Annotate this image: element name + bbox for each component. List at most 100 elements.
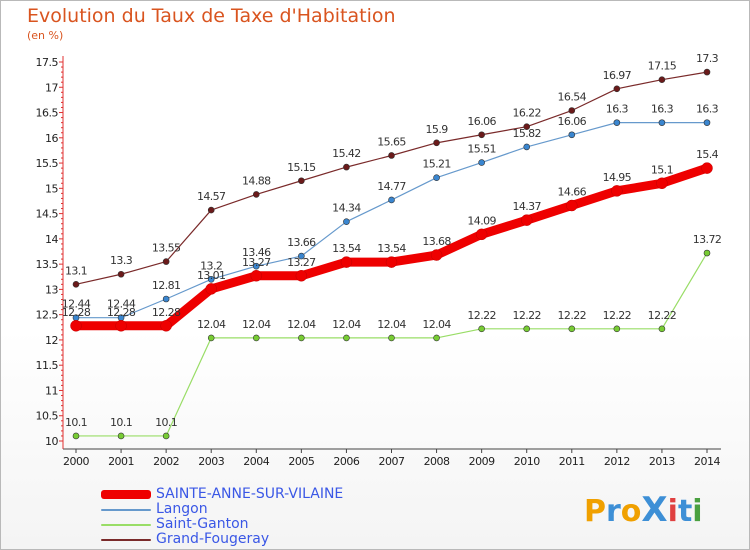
x-tick-label: 2011: [559, 455, 585, 468]
x-tick-label: 2014: [694, 455, 720, 468]
data-label: 12.22: [603, 309, 632, 322]
data-label: 16.3: [651, 103, 674, 116]
data-label: 13.72: [693, 233, 722, 246]
series-layer: [70, 68, 713, 440]
data-label: 16.3: [696, 103, 719, 116]
x-tick-label: 2009: [469, 455, 495, 468]
y-tick-label: 17: [45, 81, 58, 94]
data-label: 15.15: [287, 161, 316, 174]
logo-letter: i: [667, 494, 678, 529]
data-label: 12.04: [287, 318, 316, 331]
y-tick-label: 13: [45, 283, 58, 296]
data-point: [701, 162, 713, 174]
data-point: [523, 123, 531, 130]
y-tick-label: 10.5: [36, 410, 59, 423]
data-label: 16.54: [558, 91, 587, 104]
data-point: [298, 177, 305, 185]
data-label: 16.22: [512, 107, 541, 120]
data-point: [658, 325, 666, 333]
y-tick-label: 16.5: [36, 107, 59, 120]
data-point: [252, 334, 260, 342]
x-tick-label: 2010: [514, 455, 540, 468]
data-point: [115, 320, 127, 332]
y-tick-label: 12: [45, 334, 58, 347]
data-point: [162, 295, 170, 303]
data-label: 12.22: [467, 309, 496, 322]
data-point: [433, 174, 440, 182]
data-label: 14.09: [467, 214, 496, 227]
data-label: 16.97: [603, 69, 632, 82]
data-point: [703, 68, 711, 76]
data-point: [388, 196, 395, 204]
data-point: [340, 256, 353, 268]
x-tick-label: 2004: [243, 455, 269, 468]
data-label: 13.3: [110, 254, 133, 267]
logo-letter: o: [620, 494, 642, 529]
data-label: 14.77: [377, 180, 406, 193]
data-point: [613, 85, 621, 93]
data-label: 12.28: [152, 306, 181, 319]
data-point: [478, 159, 485, 166]
data-point: [475, 228, 488, 241]
data-point: [433, 334, 440, 342]
logo-letter: i: [692, 494, 703, 529]
data-label: 16.06: [467, 115, 496, 128]
data-label: 14.66: [558, 186, 587, 199]
data-label: 10.1: [110, 416, 132, 429]
data-label: 12.22: [648, 309, 677, 322]
data-label: 13.2: [200, 259, 222, 272]
data-point: [656, 177, 668, 190]
chart-subtitle: (en %): [27, 29, 64, 42]
logo-letter: X: [641, 490, 668, 530]
data-label: 14.88: [242, 174, 271, 187]
logo-letter: t: [677, 494, 693, 529]
data-label: 12.28: [62, 306, 91, 319]
data-point: [478, 325, 485, 333]
y-tick-label: 13.5: [36, 258, 59, 271]
data-label: 12.22: [512, 309, 541, 322]
y-tick-label: 14: [45, 233, 58, 246]
data-label: 13.66: [287, 236, 316, 249]
y-tick-label: 10: [45, 435, 58, 448]
data-point: [162, 258, 170, 265]
data-label: 15.21: [422, 158, 451, 171]
x-tick-label: 2008: [424, 455, 450, 468]
data-label: 10.1: [65, 416, 87, 429]
data-point: [298, 252, 305, 260]
data-label: 15.4: [696, 148, 719, 161]
x-tick-label: 2013: [649, 455, 675, 468]
data-label: 15.82: [512, 127, 541, 140]
legend-label: Langon: [156, 501, 208, 517]
data-point: [207, 206, 215, 214]
data-label: 13.54: [377, 242, 406, 255]
y-tick-label: 14.5: [36, 208, 59, 221]
data-point: [613, 119, 621, 126]
data-label: 12.04: [377, 318, 406, 331]
y-tick-label: 15.5: [36, 157, 59, 170]
data-label: 12.22: [558, 309, 587, 322]
legend-swatch: [101, 490, 151, 499]
data-point: [433, 139, 440, 147]
data-label: 14.57: [197, 190, 226, 203]
data-point: [205, 283, 217, 295]
data-point: [523, 143, 531, 151]
data-label: 12.04: [332, 318, 361, 331]
data-point: [566, 199, 578, 212]
data-label: 15.1: [651, 163, 673, 176]
data-label: 14.37: [512, 200, 541, 213]
data-point: [658, 76, 666, 83]
data-labels: 13.1 13.3 13.55 14.57 14.88 15.15 15.42 15.65 15…: [62, 52, 722, 429]
data-point: [298, 334, 305, 342]
data-point: [295, 270, 308, 282]
data-label: 17.15: [648, 60, 677, 73]
data-point: [478, 131, 485, 139]
data-label: 15.51: [467, 143, 496, 156]
data-point: [70, 320, 82, 332]
data-point: [160, 320, 172, 332]
y-tick-label: 11.5: [36, 359, 59, 372]
data-point: [72, 432, 80, 440]
legend-label: SAINTE-ANNE-SUR-VILAINE: [156, 486, 344, 502]
x-tick-label: 2012: [604, 455, 630, 468]
legend-label: Grand-Fougeray: [156, 531, 270, 547]
